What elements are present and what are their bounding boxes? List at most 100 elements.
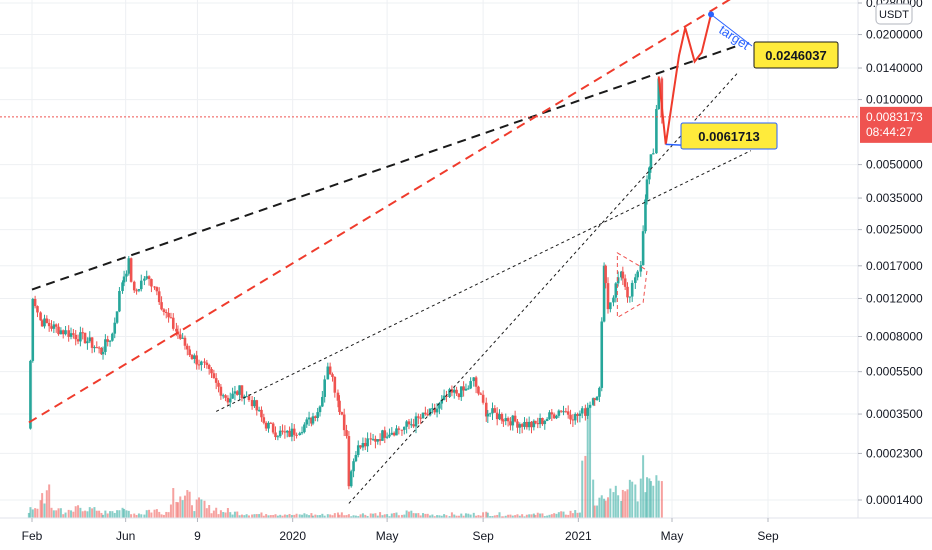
volume-bar xyxy=(631,481,634,518)
volume-bar xyxy=(224,512,227,518)
candle-body xyxy=(155,287,159,292)
volume-bar xyxy=(77,505,80,518)
target-connector xyxy=(710,13,753,47)
candle-body xyxy=(118,291,121,312)
time-axis-panel xyxy=(0,518,858,550)
volume-bar xyxy=(477,515,480,518)
volume-bar xyxy=(376,515,379,518)
candle-body xyxy=(604,265,607,284)
candle-body xyxy=(628,296,632,298)
candle-body xyxy=(318,406,322,413)
volume-bar xyxy=(143,514,146,518)
candle-body xyxy=(288,430,291,437)
candle-body xyxy=(504,418,508,421)
candle-body xyxy=(307,417,311,420)
candle-body xyxy=(164,311,168,313)
candle-body xyxy=(122,276,126,283)
candle-body xyxy=(431,408,434,410)
volume-bar xyxy=(238,515,241,518)
candle-body xyxy=(101,351,105,355)
candle-body xyxy=(450,389,454,393)
price-axis-panel xyxy=(858,0,932,550)
candle-body xyxy=(86,341,89,344)
volume-bar xyxy=(424,513,427,518)
volume-bar xyxy=(636,501,639,518)
candle-body xyxy=(536,423,540,425)
volume-bar xyxy=(445,515,448,518)
volume-bar xyxy=(226,508,229,518)
candle-body xyxy=(121,282,124,292)
candle-body xyxy=(374,438,377,442)
volume-bar xyxy=(555,513,558,518)
candle-body xyxy=(538,418,542,425)
candle-body xyxy=(253,400,256,407)
volume-bar xyxy=(426,513,429,518)
candle-body xyxy=(323,379,326,397)
candle-body xyxy=(228,398,232,403)
volume-bar xyxy=(455,515,458,518)
candle-body xyxy=(630,282,634,297)
volume-bar xyxy=(111,511,114,518)
volume-bar xyxy=(301,514,304,518)
volume-bar xyxy=(388,516,391,518)
candle-body xyxy=(414,416,418,427)
volume-bar xyxy=(183,495,186,518)
volume-bar xyxy=(36,508,39,518)
volume-bar xyxy=(469,514,472,518)
volume-bar xyxy=(293,514,296,518)
price-tick-label: 0.0017000 xyxy=(866,259,923,273)
candle-body xyxy=(303,424,306,433)
volume-bar xyxy=(407,511,410,518)
candle-body xyxy=(502,420,505,422)
candle-body xyxy=(36,306,39,313)
candle-body xyxy=(530,421,533,428)
time-tick-label: 9 xyxy=(194,529,201,543)
callout-value: 0.0061713 xyxy=(698,129,759,144)
candle-body xyxy=(506,418,510,422)
candle-body xyxy=(226,397,230,403)
candle-body xyxy=(316,412,319,418)
candle-body xyxy=(644,199,647,232)
candle-body xyxy=(106,339,110,342)
volume-bar xyxy=(383,514,386,518)
volume-bar xyxy=(191,505,193,518)
price-tick-label: 0.0050000 xyxy=(866,158,923,172)
candle-body xyxy=(588,404,592,408)
volume-bar xyxy=(310,513,313,518)
candle-body xyxy=(474,377,478,387)
candle-body xyxy=(269,422,273,424)
candle-body xyxy=(111,333,114,341)
candle-body xyxy=(598,387,601,397)
volume-bar xyxy=(584,455,587,518)
volume-bar xyxy=(649,481,652,518)
volume-bar xyxy=(269,515,272,518)
volume-bar xyxy=(93,507,96,518)
volume-bar xyxy=(338,514,341,518)
candle-body xyxy=(448,389,451,398)
volume-bar xyxy=(607,497,609,518)
volume-bar xyxy=(504,515,507,518)
volume-bar xyxy=(127,510,130,518)
volume-bar xyxy=(405,510,408,518)
candle-body xyxy=(488,413,492,415)
candle-body xyxy=(486,413,490,417)
candle-body xyxy=(595,396,599,401)
candle-body xyxy=(333,376,337,393)
candle-body xyxy=(162,309,166,312)
volume-bar xyxy=(217,514,220,518)
candle-body xyxy=(247,396,251,400)
volume-bar xyxy=(140,514,143,518)
volume-bar xyxy=(72,511,75,518)
volume-bar xyxy=(113,512,116,518)
candle-body xyxy=(623,278,627,287)
volume-bar xyxy=(560,511,563,518)
volume-bar xyxy=(350,516,353,518)
volume-bar xyxy=(534,514,537,518)
volume-bar xyxy=(153,509,156,518)
trendlines xyxy=(28,0,752,504)
volume-bar xyxy=(511,515,514,518)
candle-body xyxy=(262,417,266,423)
volume-bar xyxy=(644,492,647,518)
